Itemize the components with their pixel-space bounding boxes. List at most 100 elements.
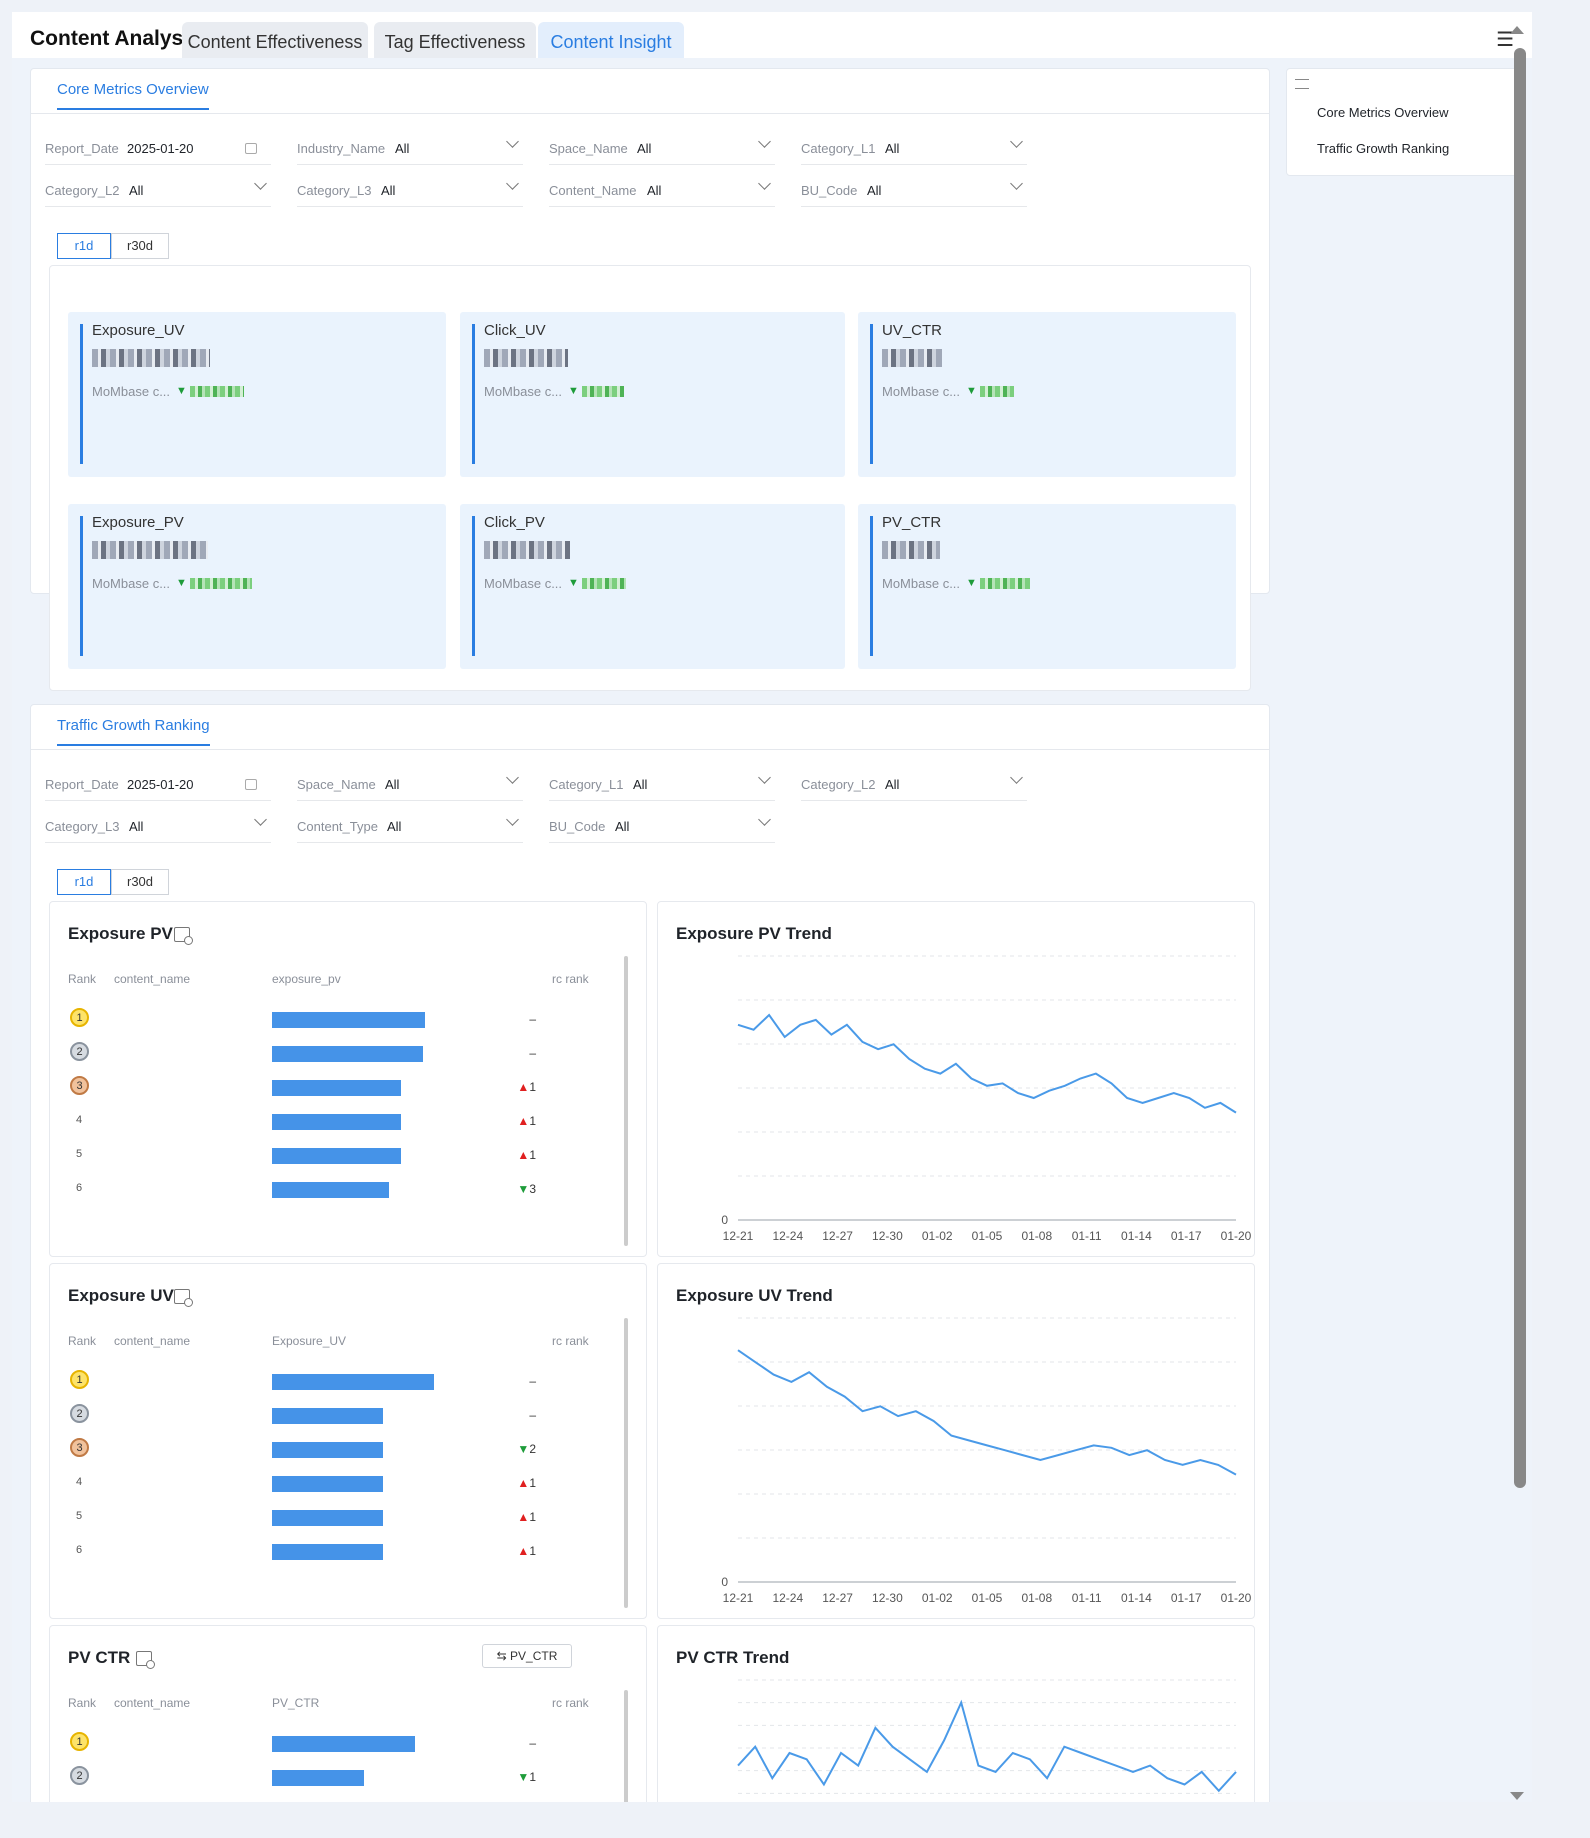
rank-number: 5 <box>76 1148 83 1160</box>
rank-bar <box>272 1046 423 1062</box>
filter-content-type[interactable]: Content_Type All <box>297 809 523 843</box>
chart-export-icon[interactable] <box>174 927 193 945</box>
period-r1d[interactable]: r1d <box>57 869 111 895</box>
tab-content-insight[interactable]: Content Insight <box>538 22 684 58</box>
x-tick-label: 01-02 <box>922 1229 953 1243</box>
tab-tag-effectiveness[interactable]: Tag Effectiveness <box>374 22 536 58</box>
rank-bar <box>272 1408 383 1424</box>
filter-report-date[interactable]: Report_Date 2025-01-20 <box>45 131 271 165</box>
page-scrollbar[interactable] <box>1514 48 1526 1488</box>
x-tick-label: 01-20 <box>1221 1591 1252 1605</box>
period-r30d[interactable]: r30d <box>111 869 169 895</box>
rank-bar <box>272 1374 434 1390</box>
divider <box>31 113 1269 114</box>
x-tick-label: 01-05 <box>972 1229 1003 1243</box>
filter-space-name[interactable]: Space_Name All <box>297 767 523 801</box>
swap-metric-button[interactable]: ⇆ PV_CTR <box>482 1644 572 1668</box>
table-row[interactable]: 4 ▲1 <box>50 1104 560 1138</box>
ranking-scrollbar[interactable] <box>624 956 628 1246</box>
chart-export-icon[interactable] <box>136 1651 155 1669</box>
y-tick-zero: 0 <box>721 1213 728 1227</box>
rank-number: 4 <box>76 1476 83 1488</box>
tab-content-effectiveness[interactable]: Content Effectiveness <box>182 22 368 58</box>
table-row[interactable]: 6 ▼3 <box>50 1172 560 1206</box>
x-tick-label: 01-05 <box>972 1591 1003 1605</box>
trend-line[interactable] <box>737 1349 1237 1476</box>
rank-change: – <box>529 1736 536 1750</box>
filter-bu-code[interactable]: BU_Code All <box>549 809 775 843</box>
anchor-traffic-growth[interactable]: Traffic Growth Ranking <box>1317 141 1450 156</box>
metric-card-click-pv[interactable]: Click_PV MoMbase c... ▼ <box>460 504 845 669</box>
rank-number: 6 <box>76 1182 83 1194</box>
calendar-icon <box>245 779 257 790</box>
filter-category-l2[interactable]: Category_L2 All <box>45 173 271 207</box>
medal-icon: 1 <box>70 1008 89 1027</box>
table-row[interactable]: 1– <box>50 1364 560 1398</box>
rank-bar <box>272 1770 364 1786</box>
filter-report-date[interactable]: Report_Date 2025-01-20 <box>45 767 271 801</box>
ranking-scrollbar[interactable] <box>624 1690 628 1802</box>
tab-traffic-growth[interactable]: Traffic Growth Ranking <box>57 717 210 746</box>
trend-chart-pv-ctr <box>737 1679 1237 1794</box>
medal-icon: 2 <box>70 1404 89 1423</box>
filter-category-l3[interactable]: Category_L3 All <box>45 809 271 843</box>
trend-line[interactable] <box>737 1699 1237 1793</box>
filter-space-name[interactable]: Space_Name All <box>549 131 775 165</box>
table-row[interactable]: 1– <box>50 1002 560 1036</box>
rank-bar <box>272 1544 383 1560</box>
table-row[interactable]: 5 ▲1 <box>50 1138 560 1172</box>
filter-industry-name[interactable]: Industry_Name All <box>297 131 523 165</box>
table-row[interactable]: 1– <box>50 1726 560 1760</box>
filter-category-l1[interactable]: Category_L1 All <box>801 131 1027 165</box>
scroll-up-icon[interactable] <box>1510 26 1524 34</box>
card-title: Exposure PV <box>68 924 173 943</box>
table-row[interactable]: 2– <box>50 1036 560 1070</box>
filter-category-l2[interactable]: Category_L2 All <box>801 767 1027 801</box>
trend-line[interactable] <box>737 1013 1237 1114</box>
table-row[interactable]: 6 ▲1 <box>50 1534 560 1568</box>
chevron-down-icon <box>758 177 771 190</box>
medal-icon: 1 <box>70 1732 89 1751</box>
table-row[interactable]: 2– <box>50 1398 560 1432</box>
scroll-down-icon[interactable] <box>1510 1792 1524 1800</box>
table-row[interactable]: 2 ▼1 <box>50 1760 560 1794</box>
period-r30d[interactable]: r30d <box>111 233 169 259</box>
filter-content-name[interactable]: Content_Name All <box>549 173 775 207</box>
metric-card-pv-ctr[interactable]: PV_CTR MoMbase c... ▼ <box>858 504 1236 669</box>
chart-export-icon[interactable] <box>174 1289 193 1307</box>
card-title: PV CTR <box>68 1648 131 1667</box>
metric-card-exposure-pv[interactable]: Exposure_PV MoMbase c... ▼ <box>68 504 446 669</box>
table-row[interactable]: 5 ▲1 <box>50 1500 560 1534</box>
top-bar: Content Analysis i Content Effectiveness… <box>12 12 1532 58</box>
filter-bu-code[interactable]: BU_Code All <box>801 173 1027 207</box>
chevron-down-icon <box>1010 771 1023 784</box>
trend-card-exposure-uv: Exposure UV Trend 0 12-21 12-24 12-27 12-30 0… <box>657 1263 1255 1619</box>
metric-card-exposure-uv[interactable]: Exposure_UV MoMbase c... ▼ <box>68 312 446 477</box>
chevron-down-icon <box>758 135 771 148</box>
table-row[interactable]: 3 ▼2 <box>50 1432 560 1466</box>
chevron-down-icon <box>758 771 771 784</box>
rank-bar <box>272 1012 425 1028</box>
x-tick-label: 12-24 <box>772 1229 803 1243</box>
x-tick-label: 01-02 <box>922 1591 953 1605</box>
core-metrics-section: Core Metrics Overview Report_Date 2025-01… <box>30 68 1270 691</box>
table-row[interactable]: 3 ▲1 <box>50 1070 560 1104</box>
metric-card-uv-ctr[interactable]: UV_CTR MoMbase c... ▼ <box>858 312 1236 477</box>
ranking-card-pv-ctr: PV CTR ⇆ PV_CTR Rank content_name PV_CTR… <box>49 1625 647 1802</box>
rank-change: – <box>529 1046 536 1060</box>
chevron-down-icon <box>506 771 519 784</box>
table-row[interactable]: 4 ▲1 <box>50 1466 560 1500</box>
filter-category-l1[interactable]: Category_L1 All <box>549 767 775 801</box>
outline-icon[interactable]: ☰ <box>1496 29 1514 51</box>
metric-card-click-uv[interactable]: Click_UV MoMbase c... ▼ <box>460 312 845 477</box>
ranking-scrollbar[interactable] <box>624 1318 628 1608</box>
anchor-core-metrics[interactable]: Core Metrics Overview <box>1317 105 1449 120</box>
swap-icon: ⇆ <box>496 1649 511 1663</box>
filter-category-l3[interactable]: Category_L3 All <box>297 173 523 207</box>
trend-chart-exposure-uv: 0 12-21 12-24 12-27 12-30 01-02 01-05 01-08 01-1… <box>721 1317 1252 1605</box>
period-r1d[interactable]: r1d <box>57 233 111 259</box>
tab-core-metrics[interactable]: Core Metrics Overview <box>57 81 209 110</box>
rank-bar <box>272 1510 383 1526</box>
x-tick-label: 12-30 <box>872 1591 903 1605</box>
rank-bar <box>272 1442 383 1458</box>
